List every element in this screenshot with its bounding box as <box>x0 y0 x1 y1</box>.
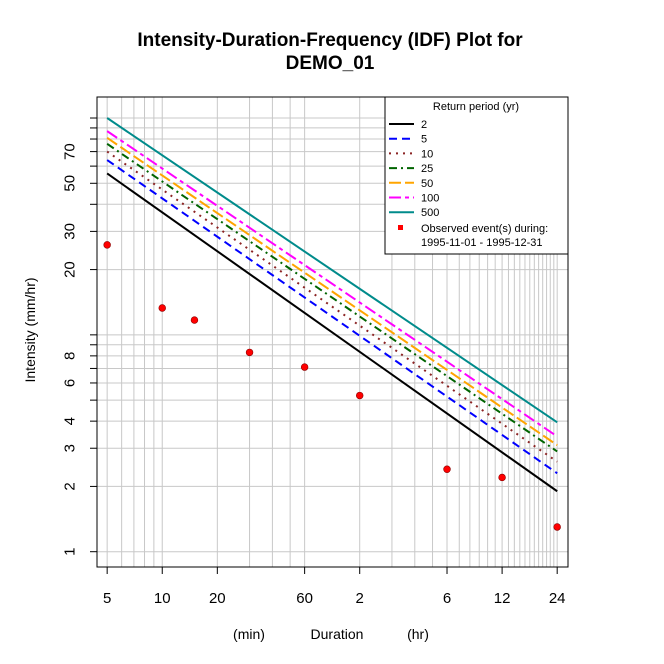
x-tick-label: 20 <box>209 590 226 607</box>
y-tick-label: 1 <box>62 548 79 556</box>
series-line-25 <box>106 143 558 453</box>
x-axis-label: Duration <box>311 626 364 642</box>
legend-label-100: 100 <box>421 193 439 205</box>
observed-point <box>158 304 166 312</box>
x-tick-label: 6 <box>443 590 451 607</box>
observed-point <box>103 241 111 249</box>
legend-title: Return period (yr) <box>433 101 519 113</box>
series-line-5 <box>106 159 558 475</box>
legend-label-500: 500 <box>421 207 439 219</box>
y-axis-label: Intensity (mm/hr) <box>22 277 38 382</box>
legend-observed-line2: 1995-11-01 - 1995-12-31 <box>421 237 543 249</box>
x-tick-label: 2 <box>356 590 364 607</box>
x-tick-label: 12 <box>494 590 511 607</box>
legend-observed-marker <box>398 225 403 230</box>
legend-box <box>384 96 569 255</box>
series-line-2 <box>106 172 558 493</box>
x-axis-label-min: (min) <box>233 626 265 642</box>
y-tick-label: 4 <box>62 417 79 425</box>
series-line-10 <box>106 150 558 463</box>
legend-label-25: 25 <box>421 163 433 175</box>
x-tick-label: 10 <box>154 590 171 607</box>
observed-points <box>103 241 561 531</box>
y-tick-label: 8 <box>62 352 79 360</box>
y-tick-label: 30 <box>62 223 79 240</box>
y-tick-label: 2 <box>62 482 79 490</box>
chart-title-line2: DEMO_01 <box>286 53 375 74</box>
legend-label-10: 10 <box>421 148 433 160</box>
observed-point <box>443 465 451 473</box>
x-axis-label-hr: (hr) <box>407 626 429 642</box>
y-tick-label: 6 <box>62 379 79 387</box>
series-layer <box>106 117 558 493</box>
y-tick-label: 70 <box>62 143 79 160</box>
plot-frame <box>96 96 569 568</box>
observed-point <box>553 523 561 531</box>
x-tick-label: 24 <box>549 590 566 607</box>
chart-title-line1: Intensity-Duration-Frequency (IDF) Plot … <box>137 30 523 51</box>
series-line-100 <box>106 130 558 438</box>
legend-label-2: 2 <box>421 119 427 131</box>
observed-point <box>300 363 309 371</box>
series-line-50 <box>106 137 558 446</box>
y-tick-label: 50 <box>62 175 79 192</box>
legend-label-50: 50 <box>421 178 433 190</box>
y-tick-label: 20 <box>62 261 79 278</box>
legend-label-5: 5 <box>421 134 427 146</box>
observed-point <box>356 391 364 400</box>
y-axis: 1 2 3 4 6 8 20 30 50 70 <box>62 117 97 556</box>
y-tick-label: 3 <box>62 444 79 452</box>
legend-observed-line1: Observed event(s) during: <box>421 223 548 235</box>
x-axis: 5 10 20 60 2 6 12 24 <box>103 567 566 607</box>
x-tick-label: 5 <box>103 590 111 607</box>
observed-point <box>498 473 506 482</box>
observed-point <box>190 316 199 324</box>
x-tick-label: 60 <box>296 590 313 607</box>
series-line-500 <box>106 117 558 424</box>
observed-point <box>245 348 254 357</box>
